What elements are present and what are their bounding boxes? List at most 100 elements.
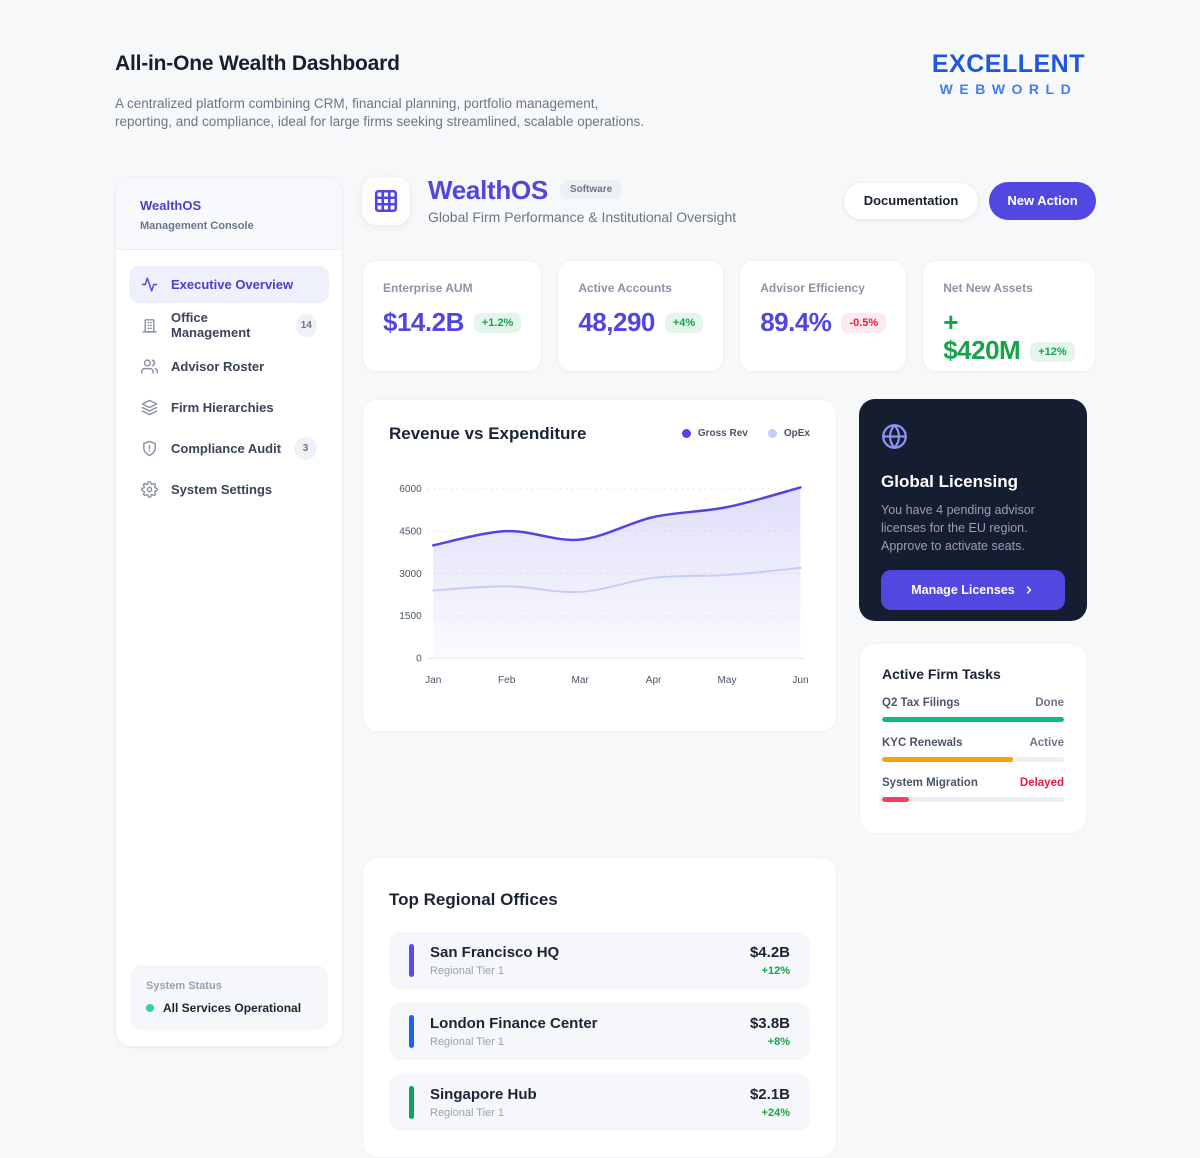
office-tier: Regional Tier 1 — [430, 964, 504, 977]
page-subtitle: A centralized platform combining CRM, fi… — [115, 95, 644, 131]
office-change: +8% — [767, 1035, 790, 1048]
sidebar-item-executive-overview[interactable]: Executive Overview — [129, 265, 329, 303]
page-header: All-in-One Wealth Dashboard A centralize… — [115, 52, 1087, 131]
office-tier: Regional Tier 1 — [430, 1035, 504, 1048]
sidebar-header: WealthOS Management Console — [116, 177, 342, 250]
sidebar-item-compliance-audit[interactable]: Compliance Audit 3 — [129, 430, 329, 467]
chart-title: Revenue vs Expenditure — [389, 423, 587, 443]
task-status: Active — [1029, 736, 1064, 749]
office-name: Singapore Hub — [430, 1085, 537, 1103]
legend-label: Gross Rev — [697, 428, 748, 440]
office-value: $4.2B — [749, 943, 790, 961]
svg-text:Feb: Feb — [498, 675, 516, 686]
office-metrics: $2.1B +24% — [750, 1086, 790, 1119]
office-info: San Francisco HQ Regional Tier 1 — [430, 944, 559, 977]
kpi-row: Enterprise AUM $14.2B +1.2% Active Accou… — [362, 259, 1096, 372]
kpi-delta-badge: +12% — [1030, 341, 1075, 362]
app-grid-icon — [362, 176, 410, 225]
manage-licenses-button[interactable]: Manage Licenses — [881, 569, 1065, 610]
chart-legend: Gross Rev OpEx — [681, 428, 810, 440]
header-actions: Documentation New Action — [842, 181, 1096, 220]
task-label: KYC Renewals — [882, 736, 963, 749]
task-system-migration: System Migration Delayed — [882, 777, 1064, 802]
users-icon — [141, 358, 158, 375]
office-metrics: $4.2B +12% — [750, 944, 790, 977]
sidebar-item-label: Firm Hierarchies — [171, 399, 274, 415]
brand-logo-top: EXCELLENT — [931, 50, 1085, 78]
office-name: San Francisco HQ — [430, 943, 560, 961]
sidebar-badge: 14 — [295, 313, 317, 337]
documentation-button[interactable]: Documentation — [842, 181, 980, 220]
sidebar-item-office-management[interactable]: Office Management 14 — [129, 307, 329, 344]
svg-text:May: May — [717, 675, 737, 686]
sidebar-item-advisor-roster[interactable]: Advisor Roster — [129, 348, 329, 385]
office-change: +12% — [761, 964, 790, 977]
office-accent-bar — [409, 943, 414, 977]
task-q2-tax-filings: Q2 Tax Filings Done — [882, 697, 1064, 722]
office-value: $3.8B — [749, 1014, 790, 1032]
task-progress-track — [882, 756, 1064, 762]
svg-text:6000: 6000 — [399, 484, 422, 495]
globe-icon — [881, 423, 1065, 455]
office-row-london[interactable]: London Finance Center Regional Tier 1 $3… — [389, 1002, 810, 1060]
system-status-value: All Services Operational — [163, 1000, 302, 1015]
kpi-value: $14.2B — [383, 306, 464, 337]
svg-text:4500: 4500 — [399, 526, 422, 537]
svg-text:0: 0 — [416, 653, 422, 664]
tasks-title: Active Firm Tasks — [882, 665, 1001, 682]
sidebar-item-label: Executive Overview — [171, 276, 294, 292]
sidebar-item-firm-hierarchies[interactable]: Firm Hierarchies — [129, 389, 329, 426]
task-progress-fill — [882, 796, 910, 802]
office-row-san-francisco[interactable]: San Francisco HQ Regional Tier 1 $4.2B +… — [389, 931, 810, 989]
svg-text:Jun: Jun — [792, 675, 808, 686]
task-label: System Migration — [882, 776, 978, 789]
licensing-body: You have 4 pending advisor licenses for … — [881, 502, 1035, 553]
kpi-label: Enterprise AUM — [383, 280, 473, 295]
task-status: Done — [1035, 696, 1064, 709]
kpi-card-net-new-assets: Net New Assets + $420M +12% — [922, 259, 1096, 372]
app-title-block: WealthOS Software Global Firm Performanc… — [428, 177, 736, 225]
kpi-delta-badge: +1.2% — [473, 313, 522, 334]
sidebar-item-system-settings[interactable]: System Settings — [129, 471, 329, 508]
task-progress-track — [882, 796, 1064, 802]
app-subtitle: Global Firm Performance & Institutional … — [428, 208, 737, 225]
kpi-value: 48,290 — [578, 306, 655, 337]
sidebar-app-subtitle: Management Console — [140, 219, 254, 232]
app-header: WealthOS Software Global Firm Performanc… — [362, 176, 1096, 225]
kpi-value: 89.4% — [760, 306, 832, 337]
building-icon — [141, 317, 158, 334]
sidebar-spacer — [116, 524, 342, 949]
office-info: London Finance Center Regional Tier 1 — [430, 1015, 598, 1048]
sidebar-nav: Executive Overview Office Management 14 … — [116, 250, 342, 524]
licensing-title: Global Licensing — [881, 471, 1018, 491]
svg-text:1500: 1500 — [399, 611, 422, 622]
app-title: WealthOS — [428, 174, 548, 205]
legend-gross-rev: Gross Rev — [681, 428, 748, 440]
office-accent-bar — [409, 1014, 414, 1048]
office-row-singapore[interactable]: Singapore Hub Regional Tier 1 $2.1B +24% — [389, 1073, 810, 1131]
kpi-label: Active Accounts — [578, 280, 672, 295]
task-kyc-renewals: KYC Renewals Active — [882, 737, 1064, 762]
revenue-chart-card: Revenue vs Expenditure Gross Rev OpEx — [362, 398, 837, 732]
middle-row: Revenue vs Expenditure Gross Rev OpEx — [362, 398, 1096, 834]
activity-icon — [141, 276, 158, 293]
sidebar-item-label: Advisor Roster — [171, 358, 265, 374]
task-progress-fill — [882, 716, 1064, 722]
page-subtitle-line2: reporting, and compliance, ideal for lar… — [115, 113, 645, 129]
system-status-card: System Status All Services Operational — [130, 964, 328, 1030]
task-progress-track — [882, 716, 1064, 722]
office-value: $2.1B — [749, 1085, 790, 1103]
kpi-card-active-accounts: Active Accounts 48,290 +4% — [557, 259, 725, 372]
new-action-button[interactable]: New Action — [989, 181, 1096, 220]
office-name: London Finance Center — [430, 1014, 598, 1032]
office-change: +24% — [761, 1106, 790, 1119]
svg-text:Apr: Apr — [646, 675, 662, 686]
revenue-chart-svg: 0 1500 3000 4500 6000 Jan Feb Mar Apr May Jun — [399, 484, 808, 686]
legend-dot-gross-rev — [681, 429, 691, 439]
dashboard: WealthOS Management Console Executive Ov… — [115, 176, 1096, 1158]
page-subtitle-line1: A centralized platform combining CRM, fi… — [115, 96, 599, 111]
brand-logo-bottom: WEBWORLD — [939, 81, 1078, 97]
main-content: WealthOS Software Global Firm Performanc… — [362, 176, 1096, 1158]
legend-label: OpEx — [783, 428, 810, 440]
